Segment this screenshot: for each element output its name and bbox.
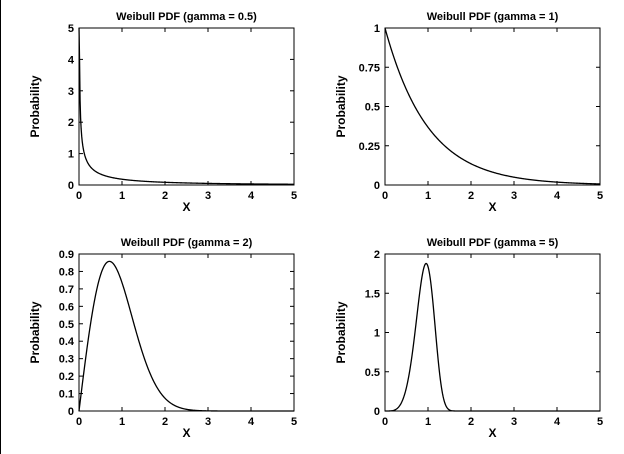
pdf-curve [78, 260, 294, 412]
y-tick-label: 0 [374, 180, 380, 192]
y-tick-label: 0.7 [59, 284, 74, 296]
y-tick-label: 2 [68, 117, 74, 129]
plot-frame [78, 253, 295, 412]
x-tick-label: 4 [554, 416, 561, 428]
y-tick-label: 0 [68, 180, 74, 192]
x-tick-label: 3 [511, 190, 517, 202]
chart-title: Weibull PDF (gamma = 0.5) [116, 11, 257, 23]
y-tick-label: 2 [374, 249, 380, 261]
chart-panel-1: Weibull PDF (gamma = 0.5) 0 1 2 3 4 5 0 1 2 3 4 5 X Pr… [28, 11, 297, 214]
y-tick-label: 0.75 [359, 62, 380, 74]
x-tick-label: 5 [597, 190, 603, 202]
y-tick-label: 1 [374, 328, 380, 340]
y-tick-label: 0.5 [365, 367, 380, 379]
y-tick-label: 0 [374, 406, 380, 418]
pdf-curve [385, 262, 600, 412]
x-tick-label: 5 [291, 190, 297, 202]
x-tick-label: 2 [162, 190, 168, 202]
chart-panel-2: Weibull PDF (gamma = 1) 0 1 2 3 4 5 0 0.25 0.5 0.7… [334, 11, 603, 214]
pdf-curve [384, 27, 601, 185]
y-tick-label: 0.25 [359, 141, 380, 153]
y-axis-label: Probability [334, 301, 348, 363]
x-axis-label: X [488, 200, 496, 214]
x-tick-label: 3 [205, 190, 211, 202]
x-tick-label: 1 [119, 190, 125, 202]
x-tick-label: 5 [291, 416, 297, 428]
y-tick-label: 0.9 [59, 249, 74, 261]
x-tick-label: 1 [119, 416, 125, 428]
y-axis-label: Probability [28, 301, 42, 363]
y-tick-label: 4 [68, 54, 75, 66]
y-tick-label: 0.2 [59, 371, 74, 383]
x-tick-label: 1 [425, 416, 431, 428]
x-tick-label: 2 [468, 416, 474, 428]
y-tick-label: 0.6 [59, 301, 74, 313]
chart-title: Weibull PDF (gamma = 5) [427, 237, 559, 249]
y-tick-label: 0.5 [365, 102, 380, 114]
x-tick-label: 3 [205, 416, 211, 428]
y-axis-label: Probability [28, 75, 42, 137]
x-axis-label: X [488, 426, 496, 440]
x-tick-label: 2 [468, 190, 474, 202]
y-tick-label: 0.5 [59, 319, 74, 331]
chart-panel-3: Weibull PDF (gamma = 2) 0 1 2 3 4 5 0 0.1 0.2 0.3 0… [28, 237, 297, 440]
y-tick-label: 0.3 [59, 354, 74, 366]
x-tick-label: 5 [597, 416, 603, 428]
x-tick-label: 1 [425, 190, 431, 202]
chart-panel-4: Weibull PDF (gamma = 5) 0 1 2 3 4 5 0 0.5 1 1.5 2 X P… [334, 237, 603, 440]
chart-title: Weibull PDF (gamma = 2) [121, 237, 253, 249]
x-tick-label: 0 [382, 190, 388, 202]
y-tick-label: 0.4 [59, 336, 75, 348]
x-tick-label: 4 [248, 416, 255, 428]
x-tick-label: 2 [162, 416, 168, 428]
pdf-curve [78, 27, 294, 185]
x-tick-label: 0 [382, 416, 388, 428]
y-tick-label: 1 [374, 23, 380, 35]
x-axis-label: X [182, 200, 190, 214]
x-tick-label: 0 [76, 190, 82, 202]
x-tick-label: 0 [76, 416, 82, 428]
y-tick-label: 1.5 [365, 288, 380, 300]
x-tick-label: 4 [554, 190, 561, 202]
y-tick-label: 1 [68, 149, 74, 161]
y-tick-label: 0 [68, 406, 74, 418]
x-tick-label: 3 [511, 416, 517, 428]
x-axis-label: X [182, 426, 190, 440]
plot-frame [384, 253, 601, 412]
chart-title: Weibull PDF (gamma = 1) [427, 11, 559, 23]
y-tick-label: 0.1 [59, 389, 74, 401]
y-tick-label: 5 [68, 23, 74, 35]
plot-frame [384, 27, 601, 186]
y-tick-label: 0.8 [59, 266, 74, 278]
plot-frame [78, 27, 295, 186]
y-tick-label: 3 [68, 86, 74, 98]
y-axis-label: Probability [334, 75, 348, 137]
x-tick-label: 4 [248, 190, 255, 202]
